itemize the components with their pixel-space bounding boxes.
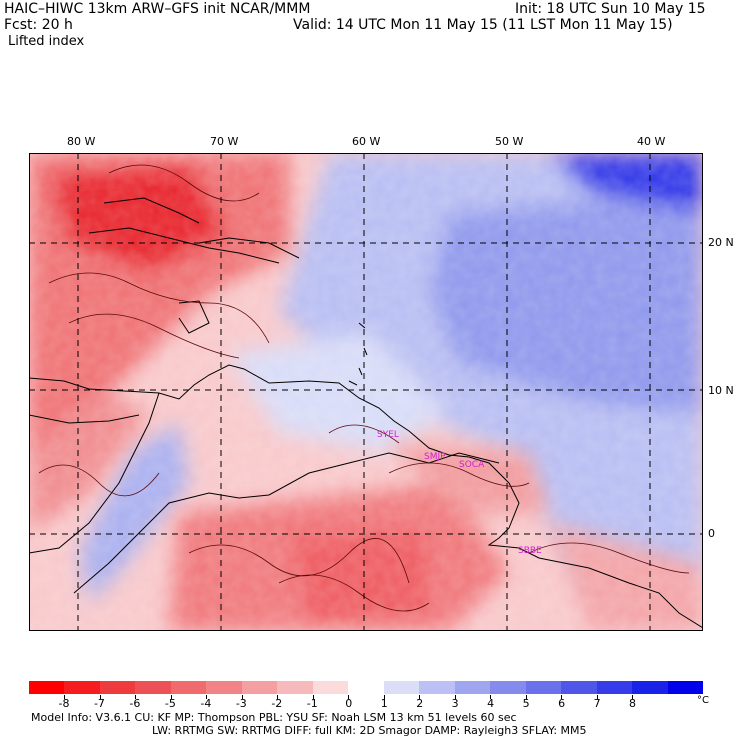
colorbar-tick bbox=[64, 695, 66, 699]
colorbar-swatch bbox=[99, 681, 136, 694]
colorbar-tick-label: 3 bbox=[451, 697, 459, 710]
colorbar-tick-label: -2 bbox=[271, 697, 283, 710]
lat-label-eq: 0 bbox=[708, 527, 715, 540]
lon-label-50w: 50 W bbox=[495, 135, 524, 148]
colorbar-tick-label: 5 bbox=[522, 697, 530, 710]
colorbar-tick-label: 4 bbox=[487, 697, 495, 710]
station-syel: SYEL bbox=[377, 430, 399, 440]
colorbar-swatch bbox=[277, 681, 314, 694]
colorbar-swatch bbox=[667, 681, 704, 694]
colorbar-swatch bbox=[312, 681, 349, 694]
colorbar-tick bbox=[383, 695, 385, 699]
lon-label-80w: 80 W bbox=[67, 135, 96, 148]
valid-time: Valid: 14 UTC Mon 11 May 15 (11 LST Mon … bbox=[293, 17, 673, 33]
colorbar-tick-label: 6 bbox=[558, 697, 566, 710]
colorbar-tick bbox=[596, 695, 598, 699]
colorbar-tick bbox=[277, 695, 279, 699]
model-info-line2: LW: RRTMG SW: RRTMG DIFF: full KM: 2D Sm… bbox=[152, 724, 587, 737]
colorbar-tick-label: -3 bbox=[235, 697, 247, 710]
colorbar-tick bbox=[561, 695, 563, 699]
colorbar-swatch bbox=[64, 681, 101, 694]
colorbar-tick bbox=[419, 695, 421, 699]
colorbar-swatch bbox=[348, 681, 385, 694]
colorbar-tick-label: 1 bbox=[380, 697, 388, 710]
colorbar-swatch bbox=[206, 681, 243, 694]
station-soca: SOCA bbox=[459, 460, 485, 470]
colorbar-swatch bbox=[419, 681, 456, 694]
colorbar-tick bbox=[135, 695, 137, 699]
colorbar-tick bbox=[454, 695, 456, 699]
colorbar-swatch bbox=[632, 681, 669, 694]
colorbar-tick bbox=[632, 695, 634, 699]
colorbar-swatch bbox=[596, 681, 633, 694]
colorbar-tick-label: 7 bbox=[593, 697, 601, 710]
colorbar-tick bbox=[170, 695, 172, 699]
lat-label-20n: 20 N bbox=[708, 236, 734, 249]
colorbar-swatch bbox=[29, 681, 65, 694]
colorbar-unit: °C bbox=[697, 695, 709, 706]
colorbar-swatch bbox=[561, 681, 598, 694]
colorbar-swatch bbox=[525, 681, 562, 694]
colorbar-tick-label: 2 bbox=[416, 697, 424, 710]
colorbar-swatch bbox=[454, 681, 491, 694]
colorbar-swatch bbox=[241, 681, 278, 694]
colorbar-tick bbox=[312, 695, 314, 699]
lon-label-60w: 60 W bbox=[352, 135, 381, 148]
colorbar-tick-label: -5 bbox=[164, 697, 176, 710]
colorbar-swatch bbox=[490, 681, 527, 694]
colorbar bbox=[29, 681, 704, 694]
colorbar-tick bbox=[241, 695, 243, 699]
field-name: Lifted index bbox=[8, 34, 85, 49]
colorbar-tick-label: -8 bbox=[58, 697, 70, 710]
colorbar-tick-label: -6 bbox=[129, 697, 141, 710]
forecast-hour: Fcst: 20 h bbox=[4, 17, 73, 33]
contours bbox=[38, 164, 690, 612]
lifted-index-field bbox=[29, 153, 703, 631]
colorbar-tick bbox=[348, 695, 350, 699]
lon-label-70w: 70 W bbox=[210, 135, 239, 148]
coastlines bbox=[29, 197, 703, 629]
colorbar-tick-label: -1 bbox=[306, 697, 318, 710]
colorbar-tick-label: -4 bbox=[200, 697, 212, 710]
init-time: Init: 18 UTC Sun 10 May 15 bbox=[515, 1, 706, 17]
lat-label-10n: 10 N bbox=[708, 384, 734, 397]
station-sbbe: SBBE bbox=[518, 546, 542, 556]
station-smjp: SMJP bbox=[424, 452, 446, 462]
model-info-line1: Model Info: V3.6.1 CU: KF MP: Thompson P… bbox=[31, 711, 517, 724]
colorbar-tick-label: 8 bbox=[629, 697, 637, 710]
lifted-index-map bbox=[29, 153, 703, 631]
colorbar-swatch bbox=[135, 681, 172, 694]
lon-label-40w: 40 W bbox=[637, 135, 666, 148]
colorbar-tick bbox=[206, 695, 208, 699]
colorbar-tick bbox=[99, 695, 101, 699]
lat-lon-grid bbox=[29, 153, 703, 631]
colorbar-tick bbox=[525, 695, 527, 699]
colorbar-swatch bbox=[170, 681, 207, 694]
colorbar-swatch bbox=[383, 681, 420, 694]
colorbar-tick bbox=[490, 695, 492, 699]
colorbar-tick-label: -7 bbox=[93, 697, 105, 710]
model-title: HAIC–HIWC 13km ARW–GFS init NCAR/MMM bbox=[4, 1, 311, 17]
colorbar-tick-label: 0 bbox=[345, 697, 353, 710]
